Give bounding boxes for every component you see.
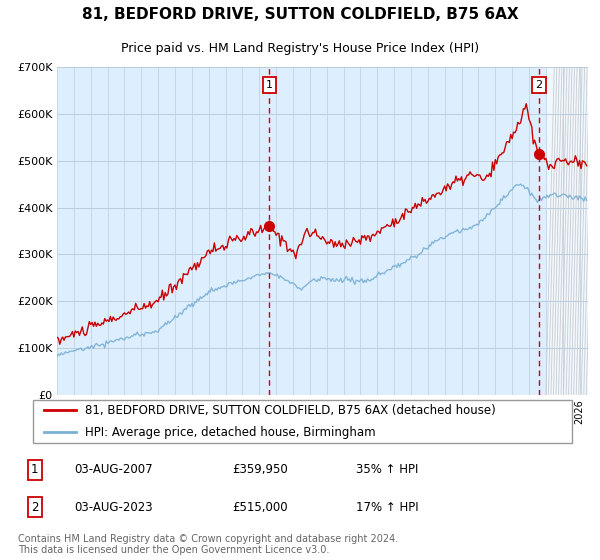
Text: Contains HM Land Registry data © Crown copyright and database right 2024.
This d: Contains HM Land Registry data © Crown c… [18,534,398,556]
FancyBboxPatch shape [33,399,572,444]
Text: £359,950: £359,950 [232,464,288,477]
Text: 03-AUG-2007: 03-AUG-2007 [74,464,153,477]
Text: 17% ↑ HPI: 17% ↑ HPI [356,501,419,514]
Text: 35% ↑ HPI: 35% ↑ HPI [356,464,419,477]
Text: 1: 1 [266,80,272,90]
Text: 81, BEDFORD DRIVE, SUTTON COLDFIELD, B75 6AX: 81, BEDFORD DRIVE, SUTTON COLDFIELD, B75… [82,7,518,22]
Text: HPI: Average price, detached house, Birmingham: HPI: Average price, detached house, Birm… [85,426,375,439]
Text: 03-AUG-2023: 03-AUG-2023 [74,501,153,514]
Text: 2: 2 [535,80,542,90]
Text: Price paid vs. HM Land Registry's House Price Index (HPI): Price paid vs. HM Land Registry's House … [121,42,479,55]
Text: 2: 2 [31,501,38,514]
Text: £515,000: £515,000 [232,501,288,514]
Text: 81, BEDFORD DRIVE, SUTTON COLDFIELD, B75 6AX (detached house): 81, BEDFORD DRIVE, SUTTON COLDFIELD, B75… [85,404,496,417]
Bar [546,67,588,395]
Text: 1: 1 [31,464,38,477]
